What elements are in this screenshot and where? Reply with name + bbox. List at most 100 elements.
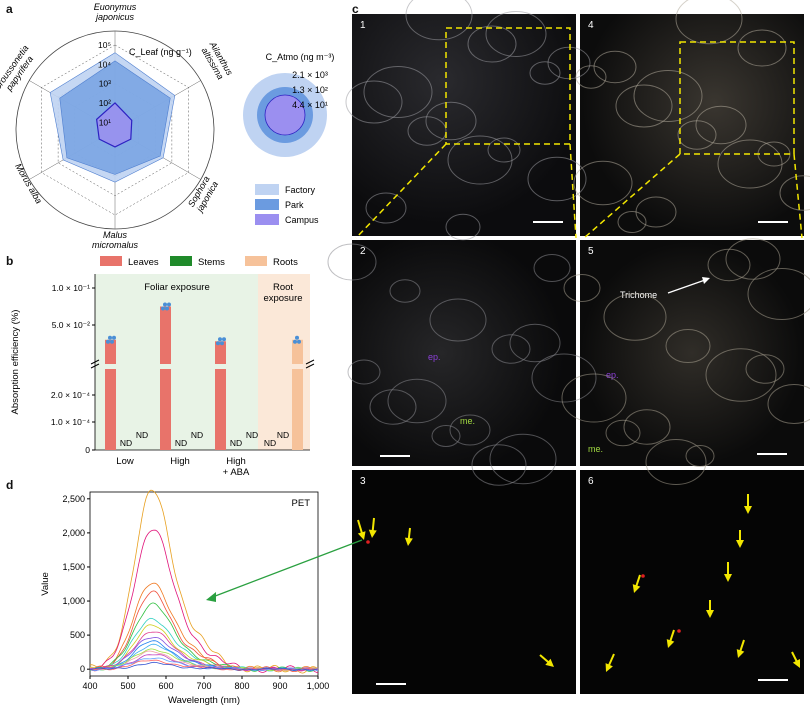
legend-swatch-campus: [255, 214, 279, 225]
data-point: [297, 339, 301, 344]
species-label-line: japonicus: [95, 12, 135, 22]
legend-label-leaves: Leaves: [128, 257, 159, 268]
radar-tick-label: 10³: [99, 79, 111, 89]
spectrum-series: [89, 590, 319, 672]
micrograph-5: 5 Trichome ep. me.: [580, 240, 804, 466]
panel-label-b: b: [6, 254, 14, 268]
axis-break: [90, 363, 100, 369]
atmo-value: 4.4 × 10¹: [292, 100, 328, 110]
axis-break: [90, 359, 100, 365]
nd-label: ND: [264, 438, 276, 448]
micrograph-2: 2 ep. me.: [352, 240, 576, 466]
atmo-circle-campus: [264, 94, 306, 136]
spectrum-series: [89, 489, 319, 674]
bar-break: [104, 364, 117, 369]
x-axis-label: Wavelength (nm): [168, 695, 240, 706]
x-tick-label: 800: [234, 681, 249, 691]
bar-break: [159, 364, 172, 369]
data-point: [167, 302, 171, 307]
x-tick-label: 700: [196, 681, 211, 691]
nd-label: ND: [191, 430, 203, 440]
data-point: [218, 337, 222, 342]
micrograph-4: 4: [580, 14, 804, 236]
micrograph-6-number: 6: [588, 476, 594, 487]
foliar-region-bg: [95, 274, 258, 450]
data-point: [293, 339, 297, 344]
species-label-line: Malus: [103, 230, 128, 240]
nd-label: ND: [120, 438, 132, 448]
legend-label-roots: Roots: [273, 257, 298, 268]
mesophyll-label: me.: [460, 416, 476, 426]
legend-swatch-stems: [170, 256, 192, 266]
mesophyll-label: me.: [588, 444, 604, 454]
y-axis-label: Value: [40, 572, 51, 596]
panel-label-a: a: [6, 2, 13, 16]
radar-tick-label: 10²: [99, 98, 111, 108]
legend-swatch-leaves: [100, 256, 122, 266]
data-point: [110, 339, 114, 344]
radar-series-campus: [95, 102, 133, 148]
data-point: [220, 341, 224, 346]
legend-label-stems: Stems: [198, 257, 225, 268]
y-tick-label: 0: [85, 445, 90, 455]
micrograph-4-number: 4: [588, 20, 594, 31]
nd-label: ND: [246, 430, 258, 440]
y-tick-label: 1.0 × 10⁻⁴: [51, 417, 90, 427]
micrograph-3: 3: [352, 470, 576, 694]
y-tick-label: 5.0 × 10⁻²: [52, 320, 90, 330]
bar-break: [214, 364, 227, 369]
data-point: [222, 337, 226, 342]
panel-a-radar: 10¹ 10² 10³ 10⁴ 10⁵ C_Leaf (ng g⁻¹) Euonymusja…: [0, 2, 334, 250]
data-point: [161, 306, 165, 311]
panel-label-d: d: [6, 478, 14, 492]
legend-swatch-factory: [255, 184, 279, 195]
bar-leaves: [105, 339, 116, 450]
micrograph-6: 6: [580, 470, 804, 694]
region-label-root: exposure: [263, 293, 302, 304]
region-label-root: Root: [273, 282, 293, 293]
bar-leaves: [160, 306, 171, 450]
y-tick-label: 2.0 × 10⁻⁴: [51, 390, 90, 400]
trichome-label: Trichome: [620, 290, 658, 300]
radar-axis-title: C_Leaf (ng g⁻¹): [129, 47, 192, 57]
micrograph-1: 1: [352, 14, 576, 236]
epidermis-label: ep.: [428, 352, 441, 362]
region-label-foliar: Foliar exposure: [144, 282, 209, 293]
y-axis-label: Absorption efficiency (%): [10, 310, 21, 415]
radar-tick-label: 10⁵: [98, 40, 111, 50]
micrograph-3-number: 3: [360, 476, 366, 487]
epidermis-label: ep.: [606, 370, 619, 380]
y-tick-label: 2,000: [62, 528, 85, 538]
micrograph-1-number: 1: [360, 20, 366, 31]
atmo-value: 1.3 × 10²: [292, 85, 328, 95]
axis-break: [305, 363, 315, 369]
spectrum-series: [89, 661, 319, 671]
bar-roots: [292, 339, 303, 450]
x-tick-label: 900: [272, 681, 287, 691]
panel-label-c: c: [352, 2, 359, 16]
x-tick-label: 1,000: [307, 681, 330, 691]
nd-label: ND: [136, 430, 148, 440]
legend-label-factory: Factory: [285, 185, 316, 195]
group-label-high-aba: + ABA: [223, 467, 250, 478]
data-point: [165, 306, 169, 311]
group-label-high-aba: High: [226, 456, 246, 467]
y-tick-label: 1.0 × 10⁻¹: [52, 283, 90, 293]
species-label-morus-alba: Morus alba: [13, 162, 44, 206]
legend-pet: PET: [292, 498, 311, 509]
legend-swatch-roots: [245, 256, 267, 266]
x-tick-label: 500: [120, 681, 135, 691]
micrograph-5-number: 5: [588, 246, 594, 257]
species-label-line: micromalus: [92, 240, 139, 250]
data-point: [163, 302, 167, 307]
radar-tick-label: 10⁴: [98, 59, 111, 69]
spectrum-series: [89, 602, 319, 672]
radar-tick-label: 10¹: [99, 117, 111, 127]
legend-label-park: Park: [285, 200, 304, 210]
bar-leaves: [215, 341, 226, 450]
data-point: [295, 335, 299, 340]
data-point: [112, 335, 116, 340]
species-label-line: Euonymus: [94, 2, 137, 12]
